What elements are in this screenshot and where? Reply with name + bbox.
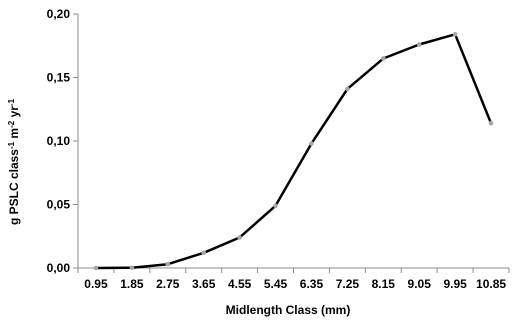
x-tick-label: 9.05	[408, 277, 432, 291]
x-tick-label: 10.85	[476, 277, 506, 291]
data-point	[201, 250, 207, 256]
data-point	[129, 265, 135, 271]
y-tick-label: 0,05	[47, 198, 71, 212]
x-tick-label: 6.35	[300, 277, 324, 291]
data-point	[273, 203, 278, 209]
y-axis-ticks: 0,00 0,05 0,10 0,15 0,20	[47, 7, 78, 275]
data-point	[380, 56, 386, 61]
data-point	[452, 32, 458, 37]
x-axis-ticks: 0.95 1.85 2.75 3.65 4.55 5.45 6.35 7.25 8.15 9.05…	[77, 268, 510, 291]
data-point	[237, 235, 242, 240]
x-tick-label: 9.95	[443, 277, 467, 291]
data-point	[93, 265, 99, 271]
y-tick-label: 0,20	[47, 7, 71, 21]
y-axis-title: g PSLC class-1 m-2 yr-1	[7, 98, 22, 225]
data-point	[345, 86, 350, 92]
x-tick-label: 1.85	[120, 277, 144, 291]
x-tick-label: 3.65	[192, 277, 216, 291]
data-point	[488, 120, 494, 126]
y-tick-label: 0,10	[47, 134, 71, 148]
x-axis-title: Midlength Class (mm)	[226, 303, 351, 317]
series-line	[95, 33, 493, 270]
data-point	[416, 42, 422, 47]
x-tick-label: 7.25	[336, 277, 360, 291]
x-tick-label: 5.45	[264, 277, 288, 291]
series-layer	[93, 32, 494, 271]
plot-area	[77, 14, 509, 269]
x-tick-label: 4.55	[228, 277, 252, 291]
data-point	[309, 141, 314, 146]
x-tick-label: 2.75	[156, 277, 180, 291]
y-tick-label: 0,00	[47, 261, 71, 275]
data-point	[165, 261, 171, 267]
x-tick-label: 0.95	[84, 277, 108, 291]
y-tick-label: 0,15	[47, 71, 71, 85]
x-tick-label: 8.15	[372, 277, 396, 291]
